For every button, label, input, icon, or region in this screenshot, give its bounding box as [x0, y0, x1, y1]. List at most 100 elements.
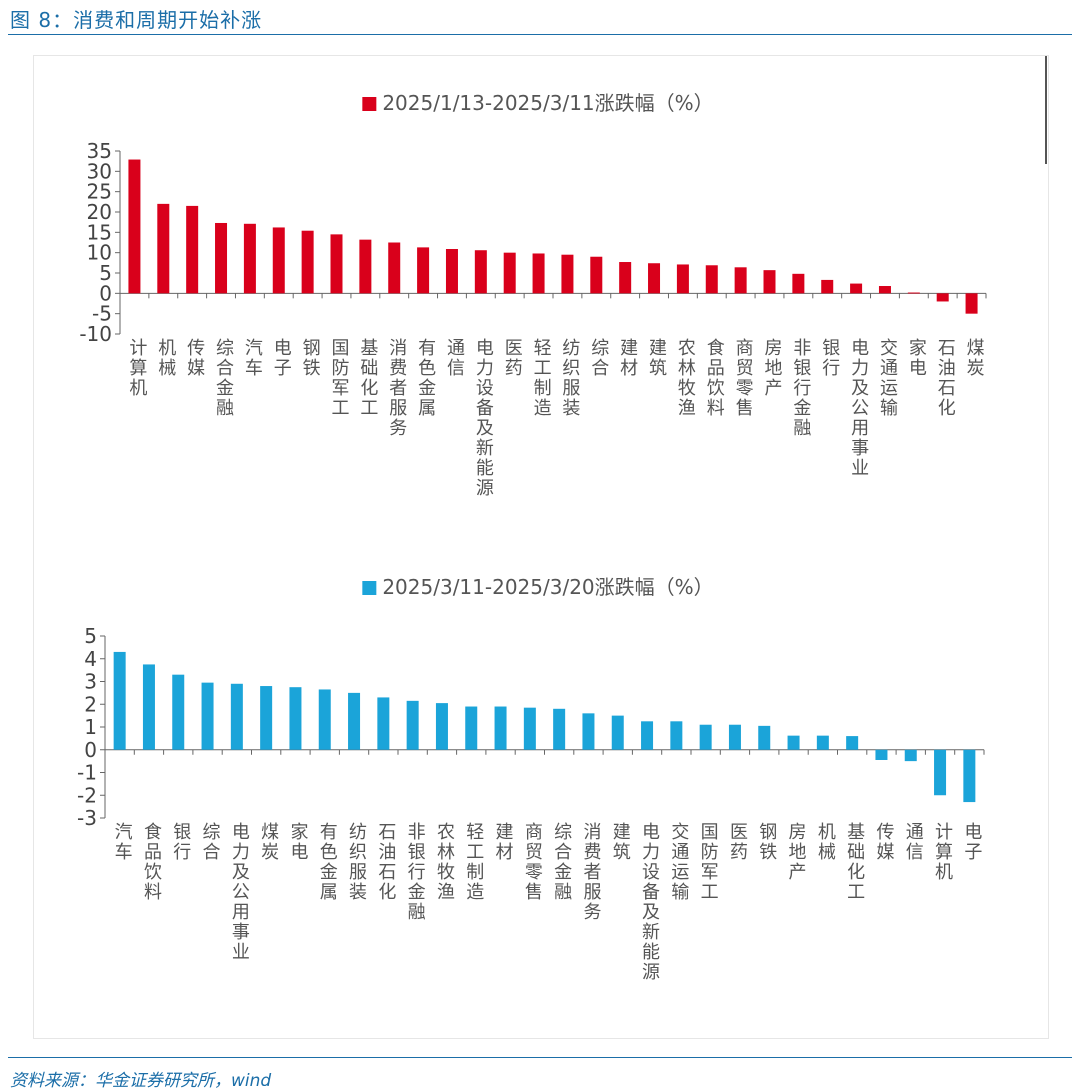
category-label-1: 建筑	[649, 338, 667, 379]
category-label-2: 建筑	[613, 822, 631, 863]
legend-label-2: 2025/3/11-2025/3/20涨跌幅（%）	[382, 575, 713, 599]
y-tick-label-1: 20	[87, 200, 112, 224]
category-label-1: 计算机	[129, 338, 147, 399]
bar-1	[936, 293, 949, 302]
bar-1	[157, 203, 170, 294]
y-tick-label-2: 5	[84, 624, 97, 648]
category-label-1: 传媒	[187, 338, 205, 379]
category-label-2: 建材	[496, 822, 514, 863]
bar-2	[260, 686, 273, 750]
category-label-2: 综合金融	[554, 822, 572, 903]
y-tick-label-2: -3	[77, 806, 97, 830]
category-label-2: 农林牧渔	[437, 822, 455, 903]
category-label-2: 基础化工	[847, 822, 865, 903]
category-label-2: 消费者服务	[583, 822, 601, 923]
y-tick-label-1: 0	[99, 281, 112, 305]
category-label-1: 医药	[505, 338, 523, 379]
bar-1	[215, 222, 228, 294]
category-label-2: 综合	[203, 822, 221, 863]
bar-2	[758, 725, 771, 750]
bar-2	[201, 682, 214, 750]
category-label-1: 建材	[620, 338, 638, 379]
category-label-1: 轻工制造	[534, 338, 552, 419]
bar-1	[705, 265, 718, 294]
bar-1	[878, 286, 891, 294]
category-label-1: 煤炭	[967, 338, 985, 379]
bar-2	[934, 749, 947, 796]
category-label-2: 电力设备及新能源	[642, 822, 660, 983]
scrollbar[interactable]	[1045, 56, 1047, 164]
bar-1	[907, 292, 920, 294]
y-tick-label-2: 2	[84, 692, 97, 716]
bar-2	[230, 683, 243, 750]
category-label-2: 汽车	[115, 822, 133, 863]
category-label-2: 电力及公用事业	[232, 822, 250, 963]
category-label-2: 非银行金融	[408, 822, 426, 923]
category-label-2: 交通运输	[671, 822, 689, 903]
y-tick-label-2: 4	[84, 647, 97, 671]
bar-2	[406, 700, 419, 750]
bar-2	[641, 721, 654, 750]
bar-2	[904, 749, 917, 762]
bottom-divider	[8, 1057, 1072, 1058]
chart-panel	[33, 55, 1049, 1039]
y-tick-label-1: 5	[99, 261, 112, 285]
y-tick-label-2: 3	[84, 670, 97, 694]
bar-1	[474, 250, 487, 294]
bar-1	[532, 253, 545, 294]
bar-1	[330, 234, 343, 294]
category-label-1: 房地产	[765, 338, 783, 399]
bar-2	[611, 715, 624, 750]
category-label-2: 纺织服装	[349, 822, 367, 903]
category-label-1: 电力及公用事业	[851, 338, 869, 479]
figure-title: 图 8：消费和周期开始补涨	[10, 8, 263, 32]
category-label-2: 机械	[818, 822, 836, 863]
bar-2	[465, 706, 478, 750]
category-label-1: 电子	[274, 338, 292, 379]
bar-1	[186, 205, 199, 294]
bar-1	[417, 247, 430, 294]
category-label-1: 非银行金融	[793, 338, 811, 439]
category-label-1: 国防军工	[332, 338, 350, 419]
category-label-1: 钢铁	[303, 338, 321, 379]
bar-1	[359, 239, 372, 294]
bar-1	[445, 249, 458, 294]
bar-1	[243, 223, 256, 294]
bar-1	[561, 254, 574, 294]
y-tick-label-1: 30	[87, 159, 112, 183]
category-label-1: 消费者服务	[389, 338, 407, 439]
bar-1	[648, 263, 661, 294]
legend-swatch-1	[362, 97, 377, 111]
bar-1	[619, 262, 632, 294]
category-label-2: 食品饮料	[144, 822, 162, 903]
bar-1	[792, 273, 805, 294]
category-label-1: 有色金属	[418, 338, 436, 419]
category-label-1: 电力设备及新能源	[476, 338, 494, 499]
bar-2	[963, 749, 976, 803]
bar-2	[816, 735, 829, 750]
bar-2	[523, 707, 536, 750]
bar-1	[301, 230, 314, 294]
category-label-2: 家电	[290, 822, 308, 863]
category-label-1: 汽车	[245, 338, 263, 379]
bar-2	[172, 674, 185, 750]
bar-1	[676, 264, 689, 294]
category-label-1: 银行	[822, 338, 840, 379]
category-label-2: 房地产	[789, 822, 807, 883]
bar-2	[348, 692, 361, 750]
bar-2	[846, 736, 859, 750]
category-label-1: 农林牧渔	[678, 338, 696, 419]
bar-2	[289, 687, 302, 750]
category-label-2: 银行	[173, 822, 191, 863]
bar-2	[435, 703, 448, 750]
bar-2	[113, 651, 126, 750]
y-tick-label-2: -1	[77, 761, 97, 785]
category-label-2: 计算机	[935, 822, 953, 883]
bar-1	[821, 279, 834, 294]
legend-label-1: 2025/1/13-2025/3/11涨跌幅（%）	[382, 91, 713, 115]
category-label-2: 国防军工	[701, 822, 719, 903]
bar-2	[582, 713, 595, 750]
bar-1	[272, 227, 285, 294]
y-tick-label-1: 10	[87, 241, 112, 265]
